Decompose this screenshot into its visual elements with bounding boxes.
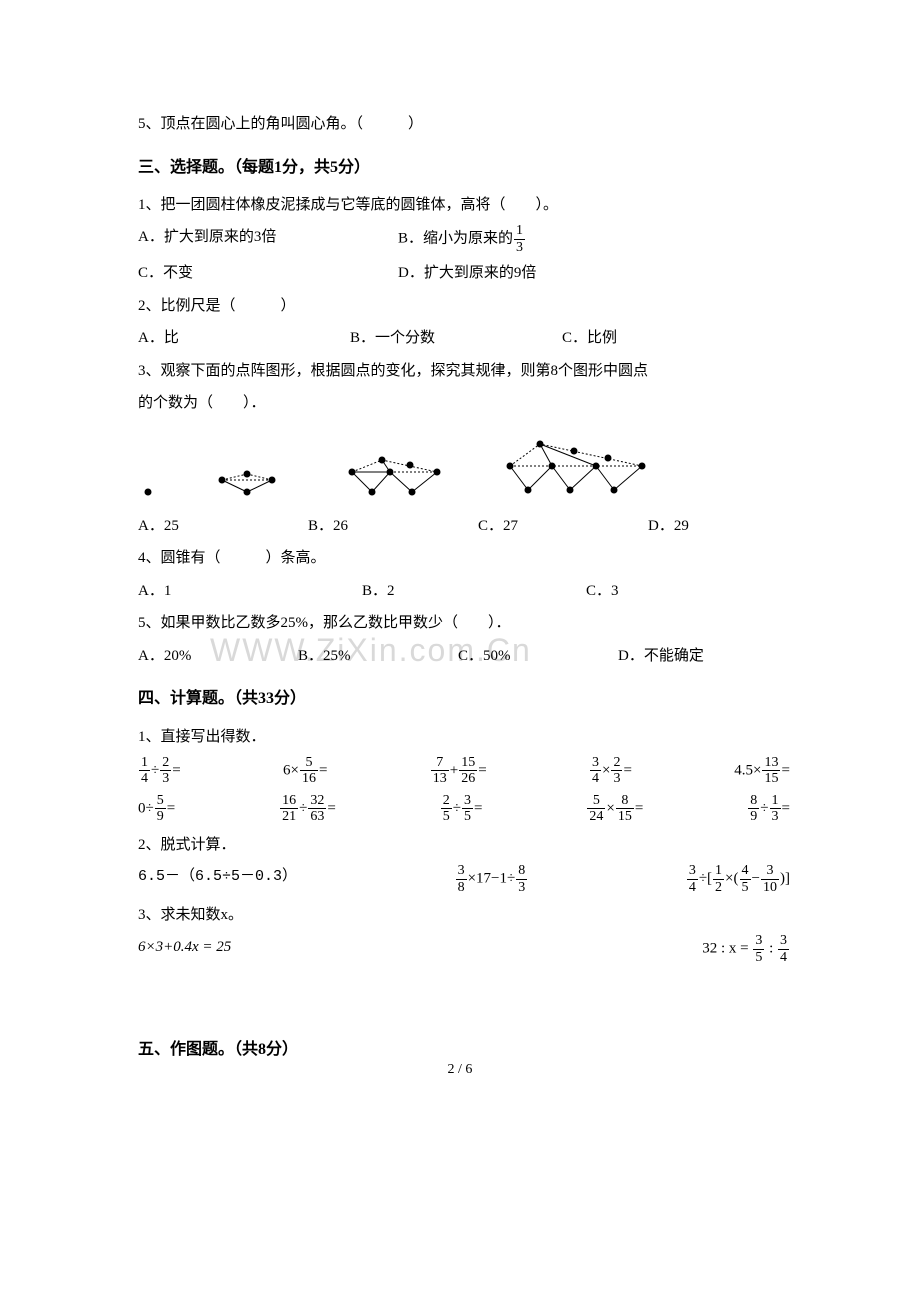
expr3-3: 34÷[12×(45−310)] bbox=[686, 863, 790, 895]
s4q3-stem: 3、求未知数x。 bbox=[138, 901, 790, 930]
calc-row-1: 14÷23= 6×516= 713+1526= 34×23= 4.5×1315= bbox=[138, 755, 790, 787]
s4q2-stem: 2、脱式计算． bbox=[138, 831, 790, 860]
s3q4-stem: 4、圆锥有（ ）条高。 bbox=[138, 544, 790, 573]
s3q5-stem: 5、如果甲数比乙数多25%，那么乙数比甲数少（ ）． bbox=[138, 609, 790, 638]
s3q1-optC: C．不变 bbox=[138, 259, 398, 288]
calc-row-2: 0÷59= 1621÷3263= 25÷35= 524×815= 89÷13= bbox=[138, 793, 790, 825]
q25: 5、顶点在圆心上的角叫圆心角。（ ） bbox=[138, 110, 790, 139]
calc-1-2: 6×516= bbox=[283, 755, 327, 787]
s3q5-optC: C．50% bbox=[458, 642, 618, 671]
s3q5-optD: D．不能确定 bbox=[618, 642, 704, 671]
section3-header: 三、选择题。（每题1分，共5分） bbox=[138, 153, 790, 183]
s3q1-optA: A．扩大到原来的3倍 bbox=[138, 223, 398, 255]
s3q3-stem-l1: 3、观察下面的点阵图形，根据圆点的变化，探究其规律，则第8个图形中圆点 bbox=[138, 357, 790, 386]
calc-2-5: 89÷13= bbox=[747, 793, 790, 825]
s3q2-optA: A．比 bbox=[138, 324, 350, 353]
expr3-1: 6.5－（6.5÷5－0.3） bbox=[138, 863, 297, 895]
s4q1-stem: 1、直接写出得数． bbox=[138, 723, 790, 752]
s3q3-optD: D．29 bbox=[648, 512, 689, 541]
section4-header: 四、计算题。（共33分） bbox=[138, 684, 790, 714]
section5-header: 五、作图题。（共8分） bbox=[138, 1035, 790, 1065]
calc-1-4: 34×23= bbox=[589, 755, 632, 787]
s3q4-optC: C．3 bbox=[586, 577, 619, 606]
s3q3-optA: A．25 bbox=[138, 512, 308, 541]
calc-2-1: 0÷59= bbox=[138, 793, 175, 825]
s3q5-optB: B．25% bbox=[298, 642, 458, 671]
eq-1: 6×3+0.4x = 25 bbox=[138, 933, 231, 965]
eq-2: 32 : x = 35 : 34 bbox=[702, 933, 790, 965]
s3q4-optA: A．1 bbox=[138, 577, 362, 606]
s3q1-stem: 1、把一团圆柱体橡皮泥揉成与它等底的圆锥体，高将（ ）。 bbox=[138, 191, 790, 220]
calc-1-1: 14÷23= bbox=[138, 755, 181, 787]
s3q2-optB: B．一个分数 bbox=[350, 324, 562, 353]
s3q3-optB: B．26 bbox=[308, 512, 478, 541]
calc-2-2: 1621÷3263= bbox=[279, 793, 336, 825]
s3q2-stem: 2、比例尺是（ ） bbox=[138, 292, 790, 321]
expr3-2: 38×17−1÷83 bbox=[455, 863, 529, 895]
s3q1-optB-pre: B．缩小为原来的 bbox=[398, 231, 513, 247]
pattern-4-icon bbox=[502, 432, 652, 502]
s3q4-optB: B．2 bbox=[362, 577, 586, 606]
pattern-2-icon bbox=[212, 432, 292, 502]
pattern-1-icon bbox=[142, 432, 162, 502]
calc-2-4: 524×815= bbox=[586, 793, 643, 825]
s3q2-optC: C．比例 bbox=[562, 324, 617, 353]
s3q5-optA: A．20% bbox=[138, 642, 298, 671]
s3q1-optB: B．缩小为原来的13 bbox=[398, 223, 526, 255]
calc-1-3: 713+1526= bbox=[430, 755, 487, 787]
dot-pattern-diagrams bbox=[138, 432, 790, 502]
calc-2-3: 25÷35= bbox=[440, 793, 483, 825]
calc-1-5: 4.5×1315= bbox=[734, 755, 790, 787]
s3q1-optD: D．扩大到原来的9倍 bbox=[398, 259, 536, 288]
eq-row: 6×3+0.4x = 25 32 : x = 35 : 34 bbox=[138, 933, 790, 965]
fraction-icon: 13 bbox=[514, 223, 525, 255]
expr3-row: 6.5－（6.5÷5－0.3） 38×17−1÷83 34÷[12×(45−31… bbox=[138, 863, 790, 895]
s3q3-stem-l2: 的个数为（ ）． bbox=[138, 389, 790, 418]
pattern-3-icon bbox=[342, 432, 452, 502]
s3q3-optC: C．27 bbox=[478, 512, 648, 541]
